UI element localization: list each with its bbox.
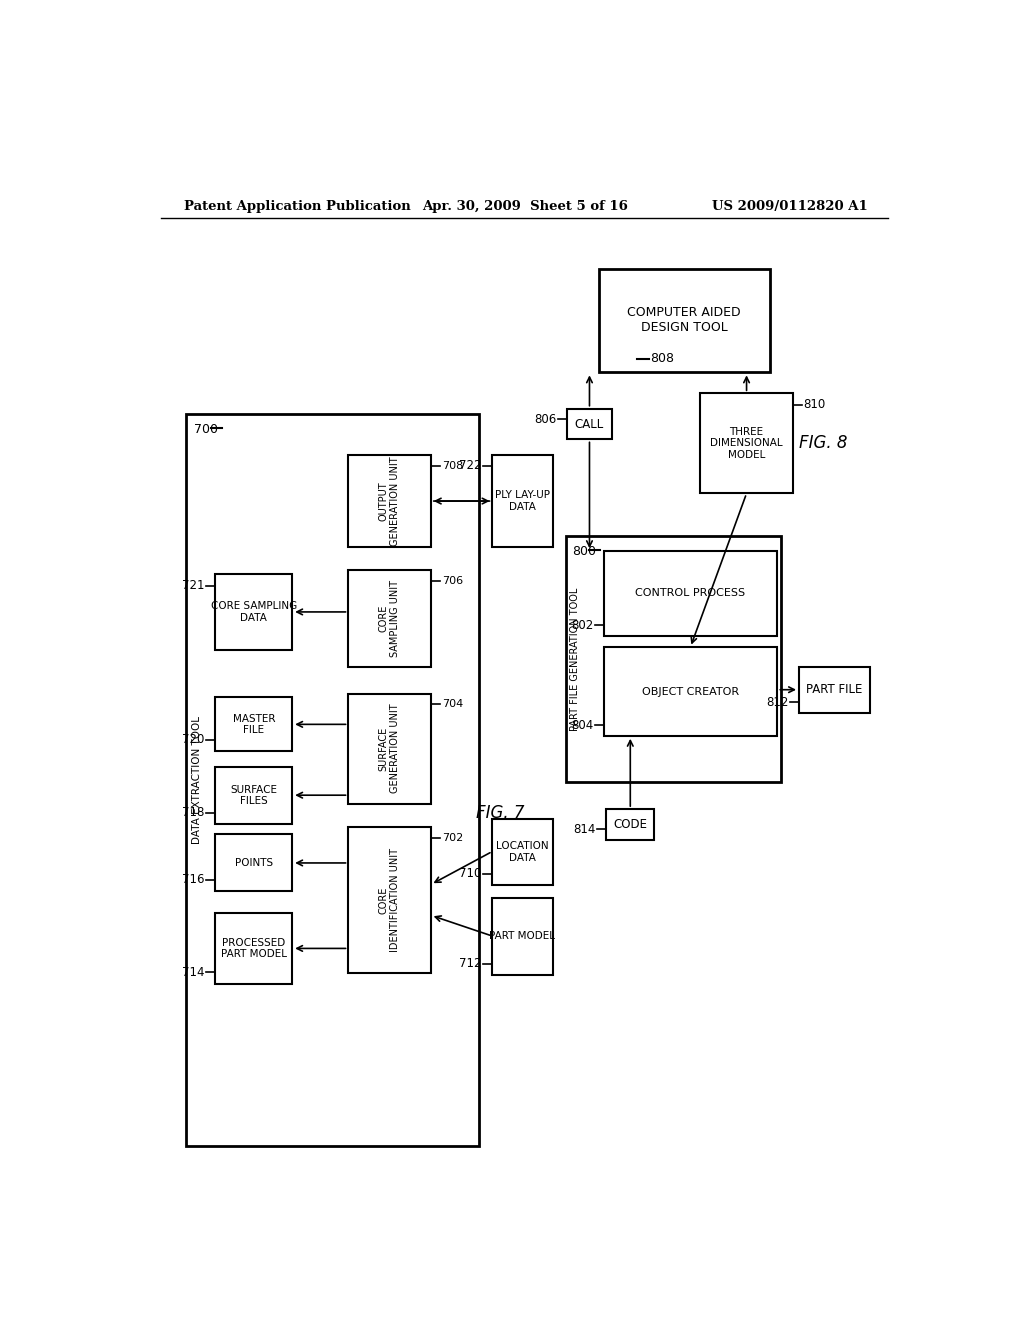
Bar — [567, 409, 611, 440]
Text: 814: 814 — [573, 822, 596, 836]
Text: CORE SAMPLING
DATA: CORE SAMPLING DATA — [211, 601, 297, 623]
Text: 812: 812 — [766, 696, 788, 709]
Text: OBJECT CREATOR: OBJECT CREATOR — [642, 686, 739, 697]
Bar — [348, 693, 431, 804]
Bar — [493, 898, 553, 974]
Bar — [493, 818, 553, 884]
Bar — [565, 536, 781, 781]
Text: COMPUTER AIDED
DESIGN TOOL: COMPUTER AIDED DESIGN TOOL — [628, 306, 741, 334]
Bar — [215, 697, 292, 751]
Text: 710: 710 — [460, 867, 481, 880]
Text: 704: 704 — [441, 700, 463, 709]
Text: 714: 714 — [182, 966, 205, 979]
Text: 706: 706 — [441, 576, 463, 586]
Text: CONTROL PROCESS: CONTROL PROCESS — [635, 589, 745, 598]
Text: FIG. 8: FIG. 8 — [800, 434, 848, 453]
Bar — [700, 393, 793, 494]
Text: 722: 722 — [459, 459, 481, 473]
Bar — [215, 834, 292, 891]
Text: 708: 708 — [441, 461, 463, 471]
Text: 712: 712 — [459, 957, 481, 970]
Text: PART MODEL: PART MODEL — [489, 931, 555, 941]
Text: 700: 700 — [194, 424, 218, 437]
Text: 800: 800 — [571, 545, 596, 558]
Bar — [493, 455, 553, 548]
Text: Apr. 30, 2009  Sheet 5 of 16: Apr. 30, 2009 Sheet 5 of 16 — [422, 199, 628, 213]
Text: 718: 718 — [182, 807, 205, 820]
Text: PLY LAY-UP
DATA: PLY LAY-UP DATA — [495, 490, 550, 512]
Bar — [599, 268, 770, 372]
Bar — [215, 574, 292, 649]
Text: 806: 806 — [535, 413, 556, 426]
Text: PART FILE GENERATION TOOL: PART FILE GENERATION TOOL — [569, 587, 580, 730]
Bar — [799, 667, 869, 713]
Bar — [186, 414, 479, 1146]
Text: 804: 804 — [571, 718, 593, 731]
Bar — [348, 826, 431, 973]
Bar — [348, 570, 431, 667]
Text: PROCESSED
PART MODEL: PROCESSED PART MODEL — [221, 937, 287, 960]
Text: CORE
IDENTIFICATION UNIT: CORE IDENTIFICATION UNIT — [379, 847, 400, 952]
Text: THREE
DIMENSIONAL
MODEL: THREE DIMENSIONAL MODEL — [711, 426, 783, 459]
Bar — [604, 552, 777, 636]
Text: 720: 720 — [182, 733, 205, 746]
Text: 808: 808 — [650, 352, 675, 366]
Bar — [215, 767, 292, 825]
Text: OUTPUT
GENERATION UNIT: OUTPUT GENERATION UNIT — [379, 457, 400, 546]
Text: 721: 721 — [182, 579, 205, 593]
Text: FIG. 7: FIG. 7 — [476, 804, 524, 822]
Text: CODE: CODE — [613, 818, 647, 832]
Text: CORE
SAMPLING UNIT: CORE SAMPLING UNIT — [379, 579, 400, 657]
Text: DATA EXTRACTION TOOL: DATA EXTRACTION TOOL — [191, 717, 202, 845]
Text: POINTS: POINTS — [234, 858, 272, 869]
Text: CALL: CALL — [574, 417, 604, 430]
Text: LOCATION
DATA: LOCATION DATA — [497, 841, 549, 862]
Text: Patent Application Publication: Patent Application Publication — [184, 199, 412, 213]
Bar — [604, 647, 777, 737]
Text: 702: 702 — [441, 833, 463, 842]
Bar — [215, 913, 292, 983]
Text: SURFACE
FILES: SURFACE FILES — [230, 785, 278, 807]
Bar — [606, 809, 654, 840]
Bar — [348, 455, 431, 548]
Text: 810: 810 — [804, 399, 825, 412]
Text: MASTER
FILE: MASTER FILE — [232, 714, 275, 735]
Text: 802: 802 — [571, 619, 593, 631]
Text: SURFACE
GENERATION UNIT: SURFACE GENERATION UNIT — [379, 704, 400, 793]
Text: 716: 716 — [182, 874, 205, 887]
Text: US 2009/0112820 A1: US 2009/0112820 A1 — [713, 199, 868, 213]
Text: PART FILE: PART FILE — [806, 684, 862, 696]
